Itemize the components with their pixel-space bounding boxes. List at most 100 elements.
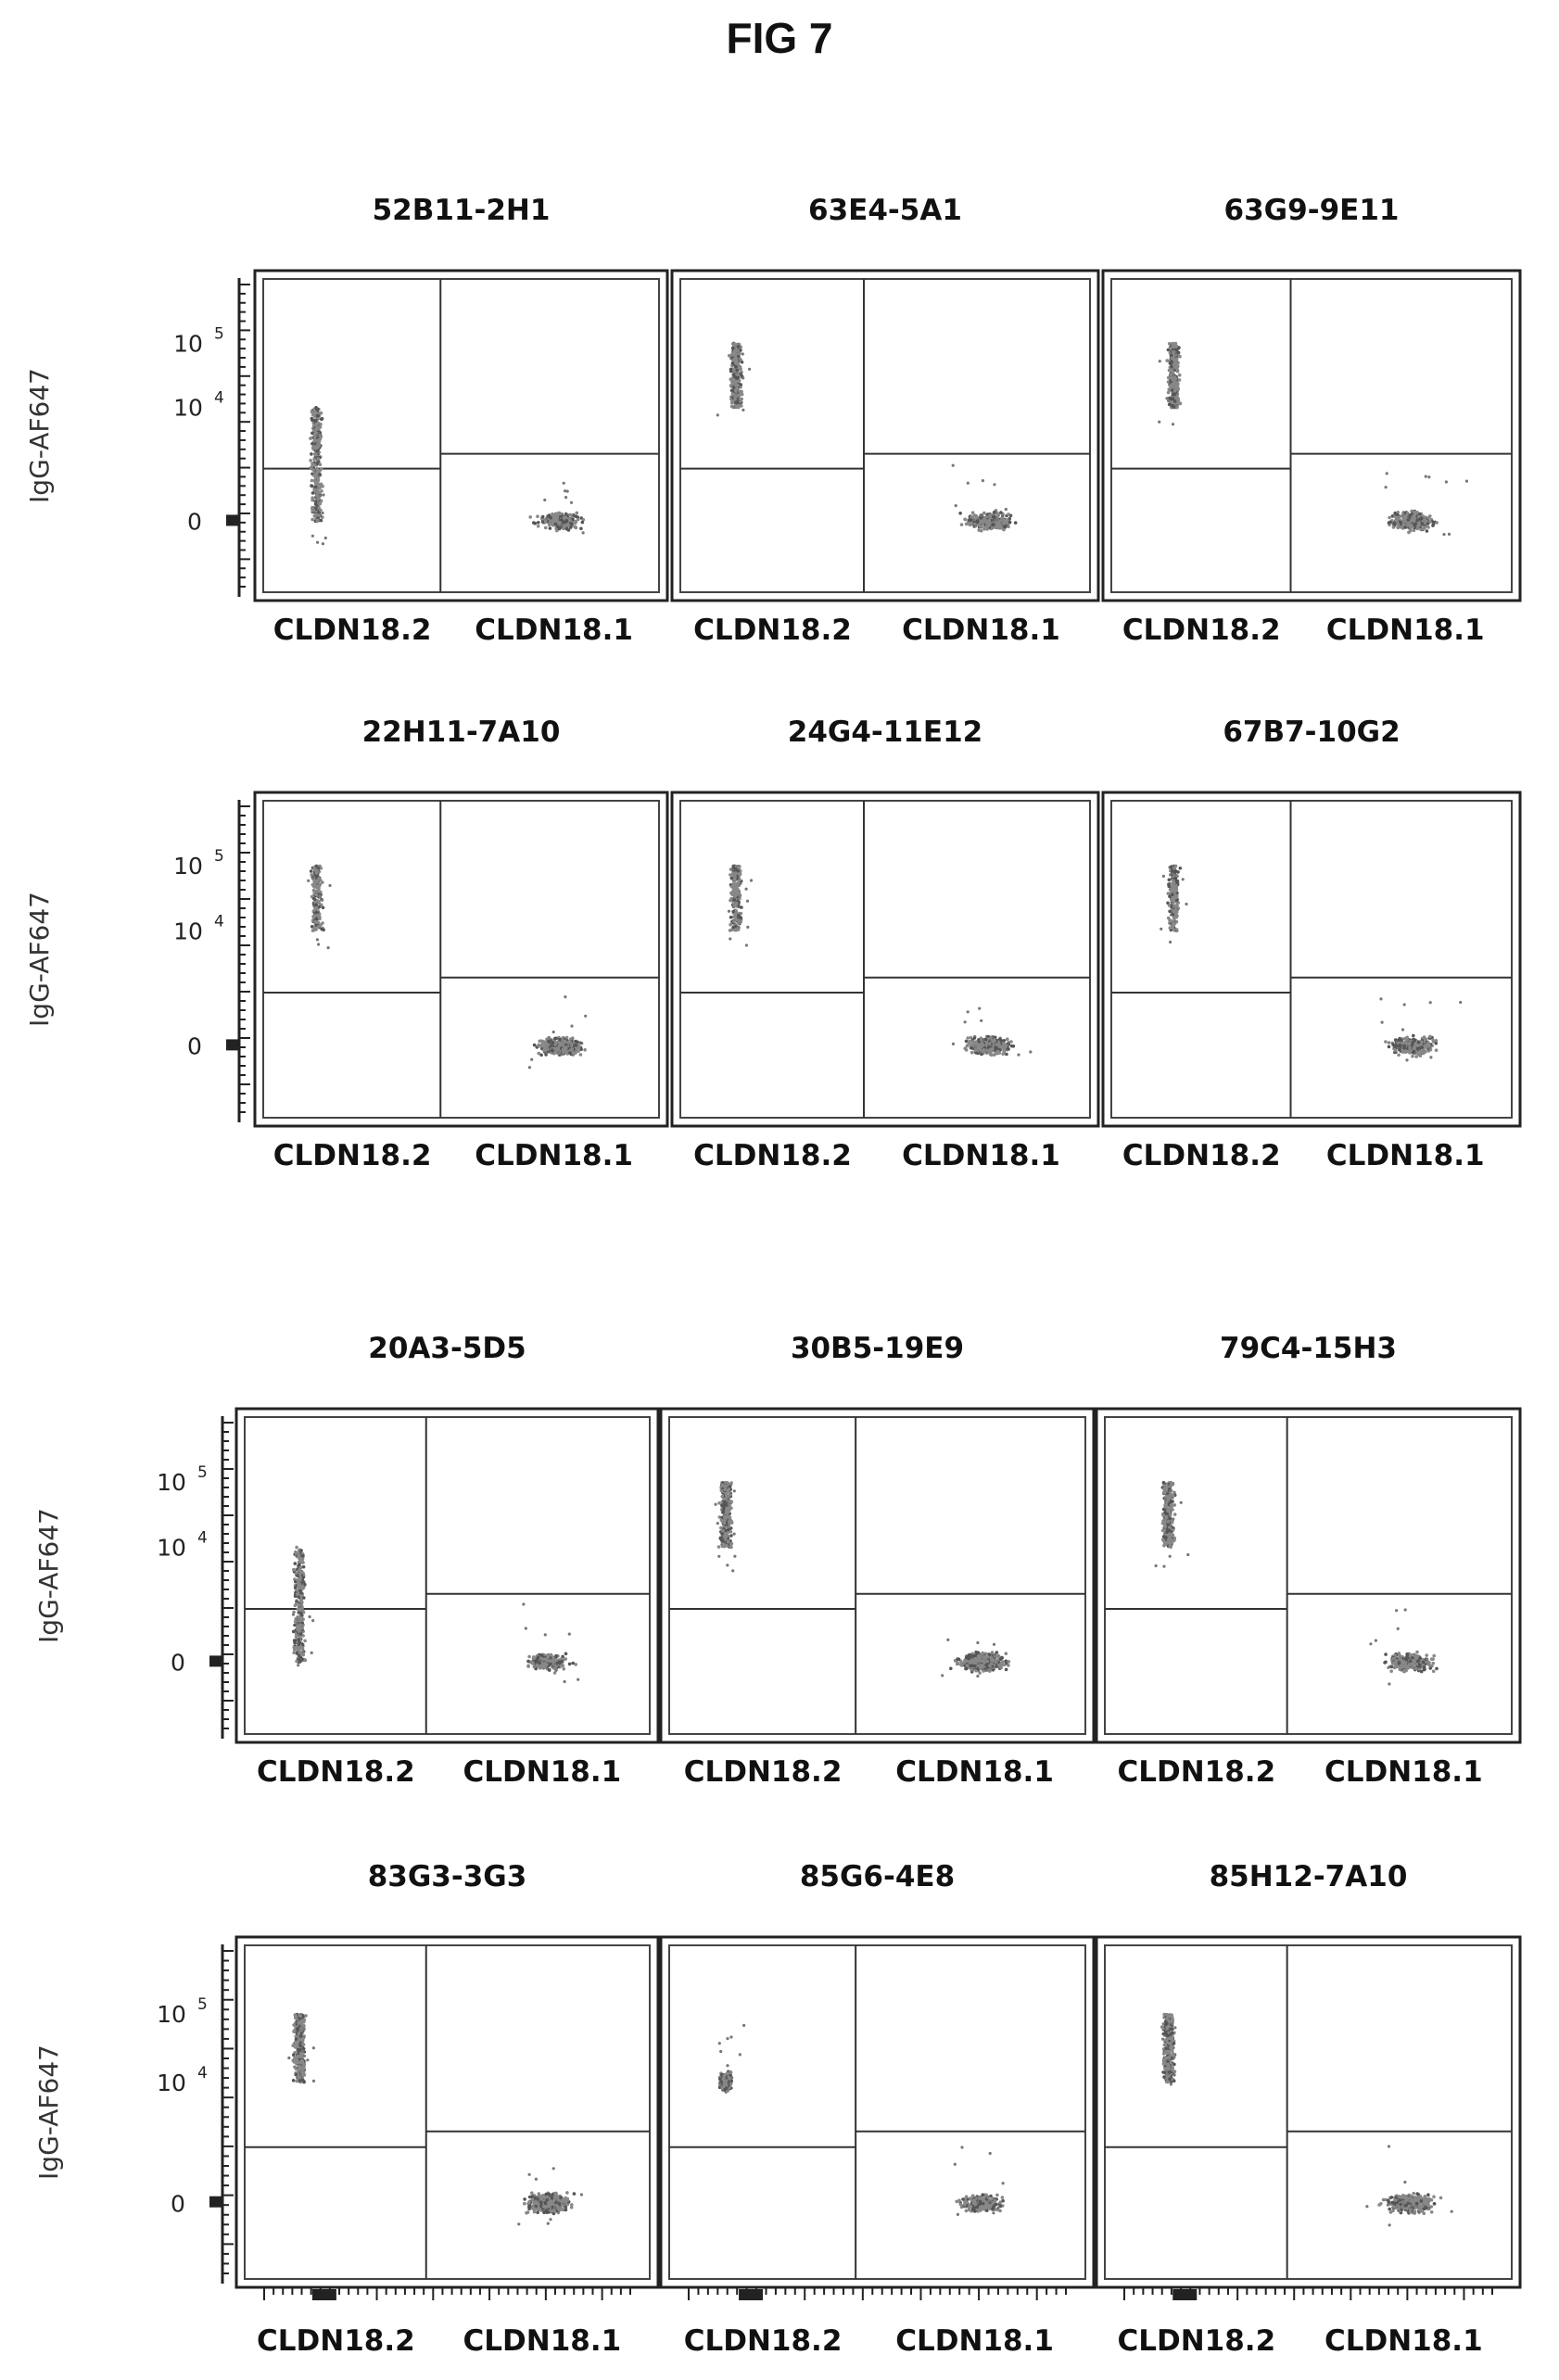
scatter-point [727,1539,730,1543]
category-label: CLDN18.1 [895,1755,1054,1789]
scatter-point [538,1039,541,1044]
scatter-point [1388,515,1391,520]
scatter-point [1172,349,1175,354]
scatter-point [539,1656,543,1661]
y-axis-label: IgG-AF647 [24,368,55,503]
scatter-point [746,925,750,930]
scatter-point [970,1050,974,1055]
scatter-point [531,1662,535,1665]
scatter-point [567,1632,571,1636]
scatter-point [1174,358,1179,361]
scatter-point [1442,533,1446,537]
scatter-point [1171,879,1175,882]
scatter-point [958,512,962,515]
scatter-point [315,938,319,942]
scatter-point [984,520,988,525]
scatter-point [955,1662,959,1666]
scatter-point [317,890,321,893]
y-tick-label: 10 [173,395,203,422]
scatter-point [1434,1048,1439,1052]
scatter-point [979,516,982,520]
scatter-point [981,1651,984,1655]
scatter-point [987,518,992,523]
scatter-point [301,1652,306,1657]
scatter-point [1411,1054,1414,1058]
plot-area [1110,278,1513,593]
scatter-point [982,516,987,520]
scatter-point [1007,1664,1010,1667]
scatter-point [964,1039,969,1044]
scatter-point [978,1664,982,1668]
scatter-point [737,891,741,895]
scatter-point [951,1042,956,1045]
scatter-point [969,1035,973,1040]
scatter-point [297,1583,301,1588]
plot-area [244,1416,651,1735]
scatter-point [716,1522,719,1525]
scatter-point [971,1040,975,1044]
scatter-point [999,1039,1003,1043]
scatter-point [568,1048,573,1052]
scatter-point [738,389,742,394]
scatter-point [1172,916,1176,920]
scatter-point [997,1044,1002,1047]
scatter-point [1166,901,1170,905]
category-label: CLDN18.1 [463,1755,622,1789]
scatter-point [553,522,558,526]
panel-frame [670,269,1100,602]
scatter-point [1428,1001,1432,1005]
category-label: CLDN18.2 [1122,614,1281,647]
scatter-point [1411,525,1414,529]
scatter-point [311,882,315,887]
scatter-point [1395,520,1400,524]
scatter-point [1001,1042,1006,1045]
scatter-point [310,1651,313,1654]
scatter-point [554,1653,558,1658]
scatter-point [553,1036,557,1041]
scatter-point [314,422,319,426]
scatter-point [577,1049,580,1053]
y-axis-label: IgG-AF647 [33,1508,64,1643]
scatter-point [298,1632,303,1636]
scatter-point [959,523,964,526]
scatter-point [1166,916,1171,920]
scatter-point [729,1500,734,1504]
scatter-point [734,405,738,410]
panel-frame [1101,269,1522,602]
scatter-point [729,367,733,372]
scatter-point [537,1051,540,1056]
scatter-point [319,411,323,415]
scatter-point [1181,878,1185,881]
scatter-point [1169,897,1173,901]
scatter-point [993,510,996,514]
scatter-point [569,500,574,504]
scatter-point [549,519,552,523]
scatter-point [579,1047,583,1052]
scatter-point [1007,1660,1011,1664]
category-label: CLDN18.2 [273,1139,432,1172]
scatter-point [543,498,547,502]
scatter-point [968,1039,971,1044]
scatter-point [321,542,324,546]
scatter-point [564,1035,569,1040]
scatter-point [725,1544,729,1548]
scatter-point [1397,1044,1401,1048]
scatter-point [978,1671,982,1675]
scatter-point [313,419,318,424]
scatter-point [994,1045,997,1049]
scatter-point [1431,1038,1435,1043]
scatter-point [963,1046,967,1051]
scatter-point [1168,894,1172,899]
scatter-point [731,386,736,389]
scatter-point [1000,516,1004,520]
plot-area [668,1416,1086,1735]
scatter-point [739,358,742,361]
scatter-point [736,925,740,929]
scatter-point [734,903,739,906]
scatter-point [316,925,321,929]
category-label: CLDN18.2 [693,614,852,647]
y-tick-label: 0 [187,509,202,536]
scatter-point [1447,532,1451,537]
scatter-point [1172,919,1176,923]
